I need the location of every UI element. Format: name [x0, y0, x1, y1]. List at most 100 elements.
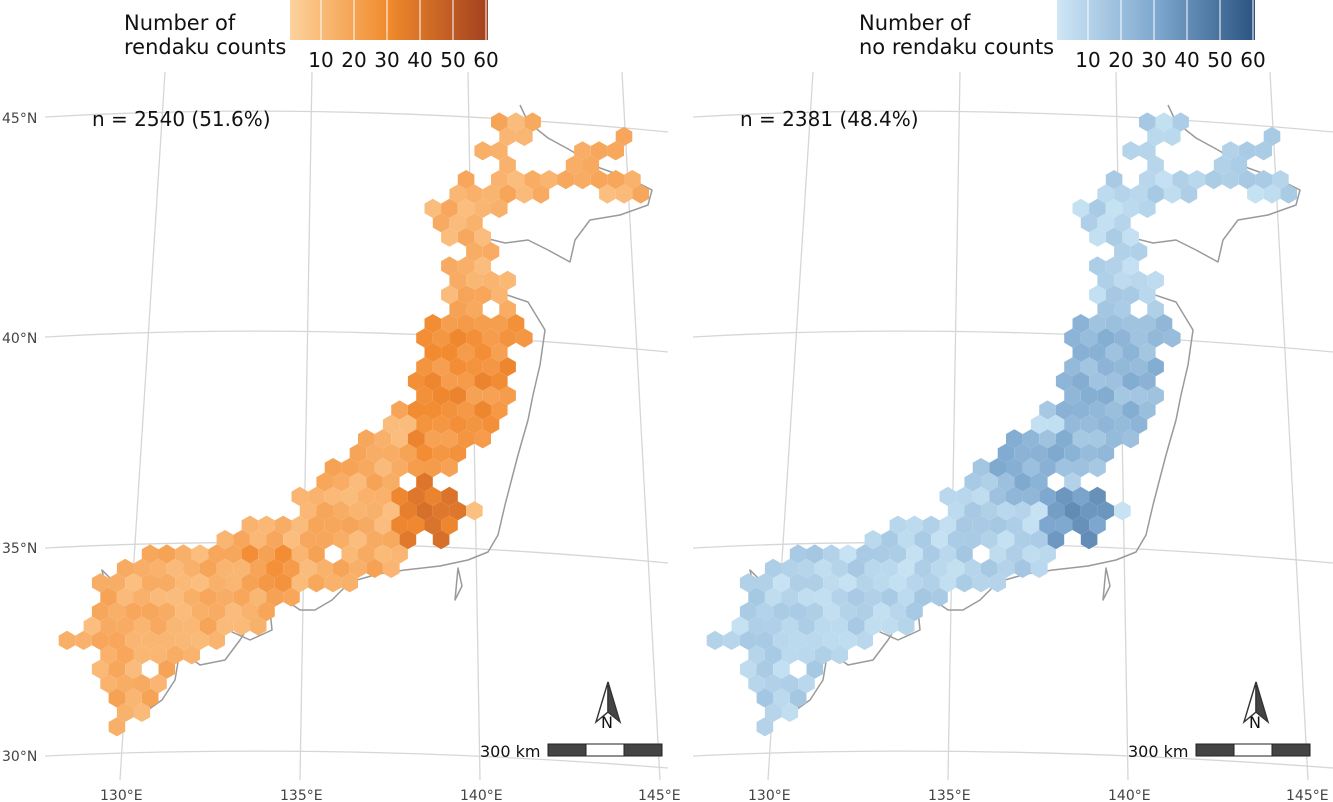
hexbin-cell [416, 357, 433, 377]
hexbin-cell [416, 443, 433, 463]
hexbin-cell [515, 184, 533, 204]
hexbin-cell [474, 256, 491, 276]
hexbin-cell [1097, 328, 1115, 348]
hexbin-cell [183, 587, 200, 607]
hexbin-cell [997, 501, 1015, 521]
hexbin-cell [1122, 256, 1139, 276]
hexbin-cell [457, 400, 475, 420]
hexbin-cell [491, 314, 508, 334]
hexbin-cell [739, 630, 757, 650]
legend-tick-label: 20 [1108, 48, 1133, 72]
hexbin-cell [432, 328, 450, 348]
hexbin-cell [939, 573, 957, 593]
hexbin-cell [191, 544, 209, 564]
hexbin-cell [781, 587, 799, 607]
hexbin-cell [208, 630, 225, 650]
hexbin-cell [798, 674, 815, 694]
hexbin-cell [1122, 198, 1139, 218]
hexbin-cell [308, 573, 325, 593]
hexbin-cell [491, 342, 508, 362]
hexbin-cell [158, 544, 176, 564]
hexbin-cell [382, 414, 400, 434]
hexbin-cell [324, 486, 342, 506]
hexbin-cell [399, 530, 417, 550]
hexbin-cell [1122, 342, 1139, 362]
hexbin-cell [158, 659, 176, 679]
hexbin-cell [889, 573, 907, 593]
hexbin-cell [183, 558, 200, 578]
hexbin-cell [482, 386, 500, 406]
hexbin-cell [1064, 357, 1081, 377]
hexbin-cell [1097, 501, 1115, 521]
hexbin-cell [1105, 285, 1123, 305]
hexbin-cell [906, 544, 923, 564]
hexbin-cell [723, 630, 740, 650]
hexbin-cell [141, 688, 159, 708]
hexbin-cell [922, 573, 940, 593]
hexbin-cell [474, 227, 491, 247]
hexbin-cell [474, 198, 491, 218]
hexbin-cell [1155, 314, 1173, 334]
hexbin-cell [399, 501, 417, 521]
hexbin-cell [1147, 270, 1164, 290]
hexbin-cell [814, 587, 832, 607]
hexbin-cell [981, 530, 998, 550]
hexbin-cell [341, 486, 358, 506]
hexbin-cell [499, 126, 516, 146]
hexbin-cell [574, 141, 591, 161]
hexbin-cell [881, 558, 898, 578]
hexbin-cell [1147, 155, 1164, 175]
hexbin-cell [208, 602, 225, 622]
hexbin-cell [1097, 213, 1115, 233]
hexbin-cell [1122, 400, 1139, 420]
hexbin-cell [1155, 112, 1173, 132]
lat-label: 45°N [2, 111, 37, 127]
hexbin-cell [324, 458, 342, 478]
hexbin-cell [823, 602, 840, 622]
hexbin-cell [249, 558, 267, 578]
hexbin-cell [873, 602, 890, 622]
hexbin-cell [989, 544, 1006, 564]
hexbin-cell [1122, 371, 1139, 391]
sample-size-label: n = 2381 (48.4%) [740, 107, 919, 131]
hexbin-cell [150, 616, 167, 636]
hexbin-cell [856, 630, 873, 650]
legend-tick-label: 60 [473, 48, 498, 72]
hexbin-cell [482, 414, 500, 434]
hexbin-cell [283, 558, 300, 578]
hexbin-cell [532, 184, 550, 204]
hexbin-cell [150, 645, 167, 665]
hexbin-cell [1280, 184, 1297, 204]
hexbin-cell [831, 558, 848, 578]
hexbin-cell [781, 558, 799, 578]
hexbin-cell [391, 400, 408, 420]
hexbin-cell [1114, 299, 1131, 319]
hexbin-cell [482, 184, 500, 204]
hexbin-cell [1064, 472, 1081, 492]
hexbin-cell [125, 602, 142, 622]
hexbin-cell [441, 227, 458, 247]
hexbin-cell [374, 486, 392, 506]
hexbin-cell [474, 400, 491, 420]
hexbin-cell [1130, 270, 1148, 290]
hexbin-cell [956, 515, 973, 535]
hexbin-cell [1089, 342, 1106, 362]
legend-colorbar [1057, 0, 1255, 40]
sample-size-label: n = 2540 (51.6%) [92, 107, 271, 131]
hexbin-cell [241, 573, 259, 593]
hexbin-cell [922, 544, 940, 564]
hexbin-cell [889, 544, 907, 564]
hexbin-cell [706, 630, 724, 650]
hexbin-cell [141, 573, 159, 593]
hexbin-cell [615, 126, 633, 146]
hexbin-cell [1147, 386, 1164, 406]
hexbin-cell [133, 645, 151, 665]
hexbin-cell [814, 558, 832, 578]
hexbin-cell [1039, 429, 1056, 449]
lon-label: 145°E [638, 788, 681, 802]
hexbin-cell [1163, 328, 1181, 348]
hexbin-cell [773, 573, 790, 593]
hexbin-cell [141, 630, 159, 650]
hexbin-cell [524, 170, 541, 190]
hexbin-cell [1080, 357, 1098, 377]
